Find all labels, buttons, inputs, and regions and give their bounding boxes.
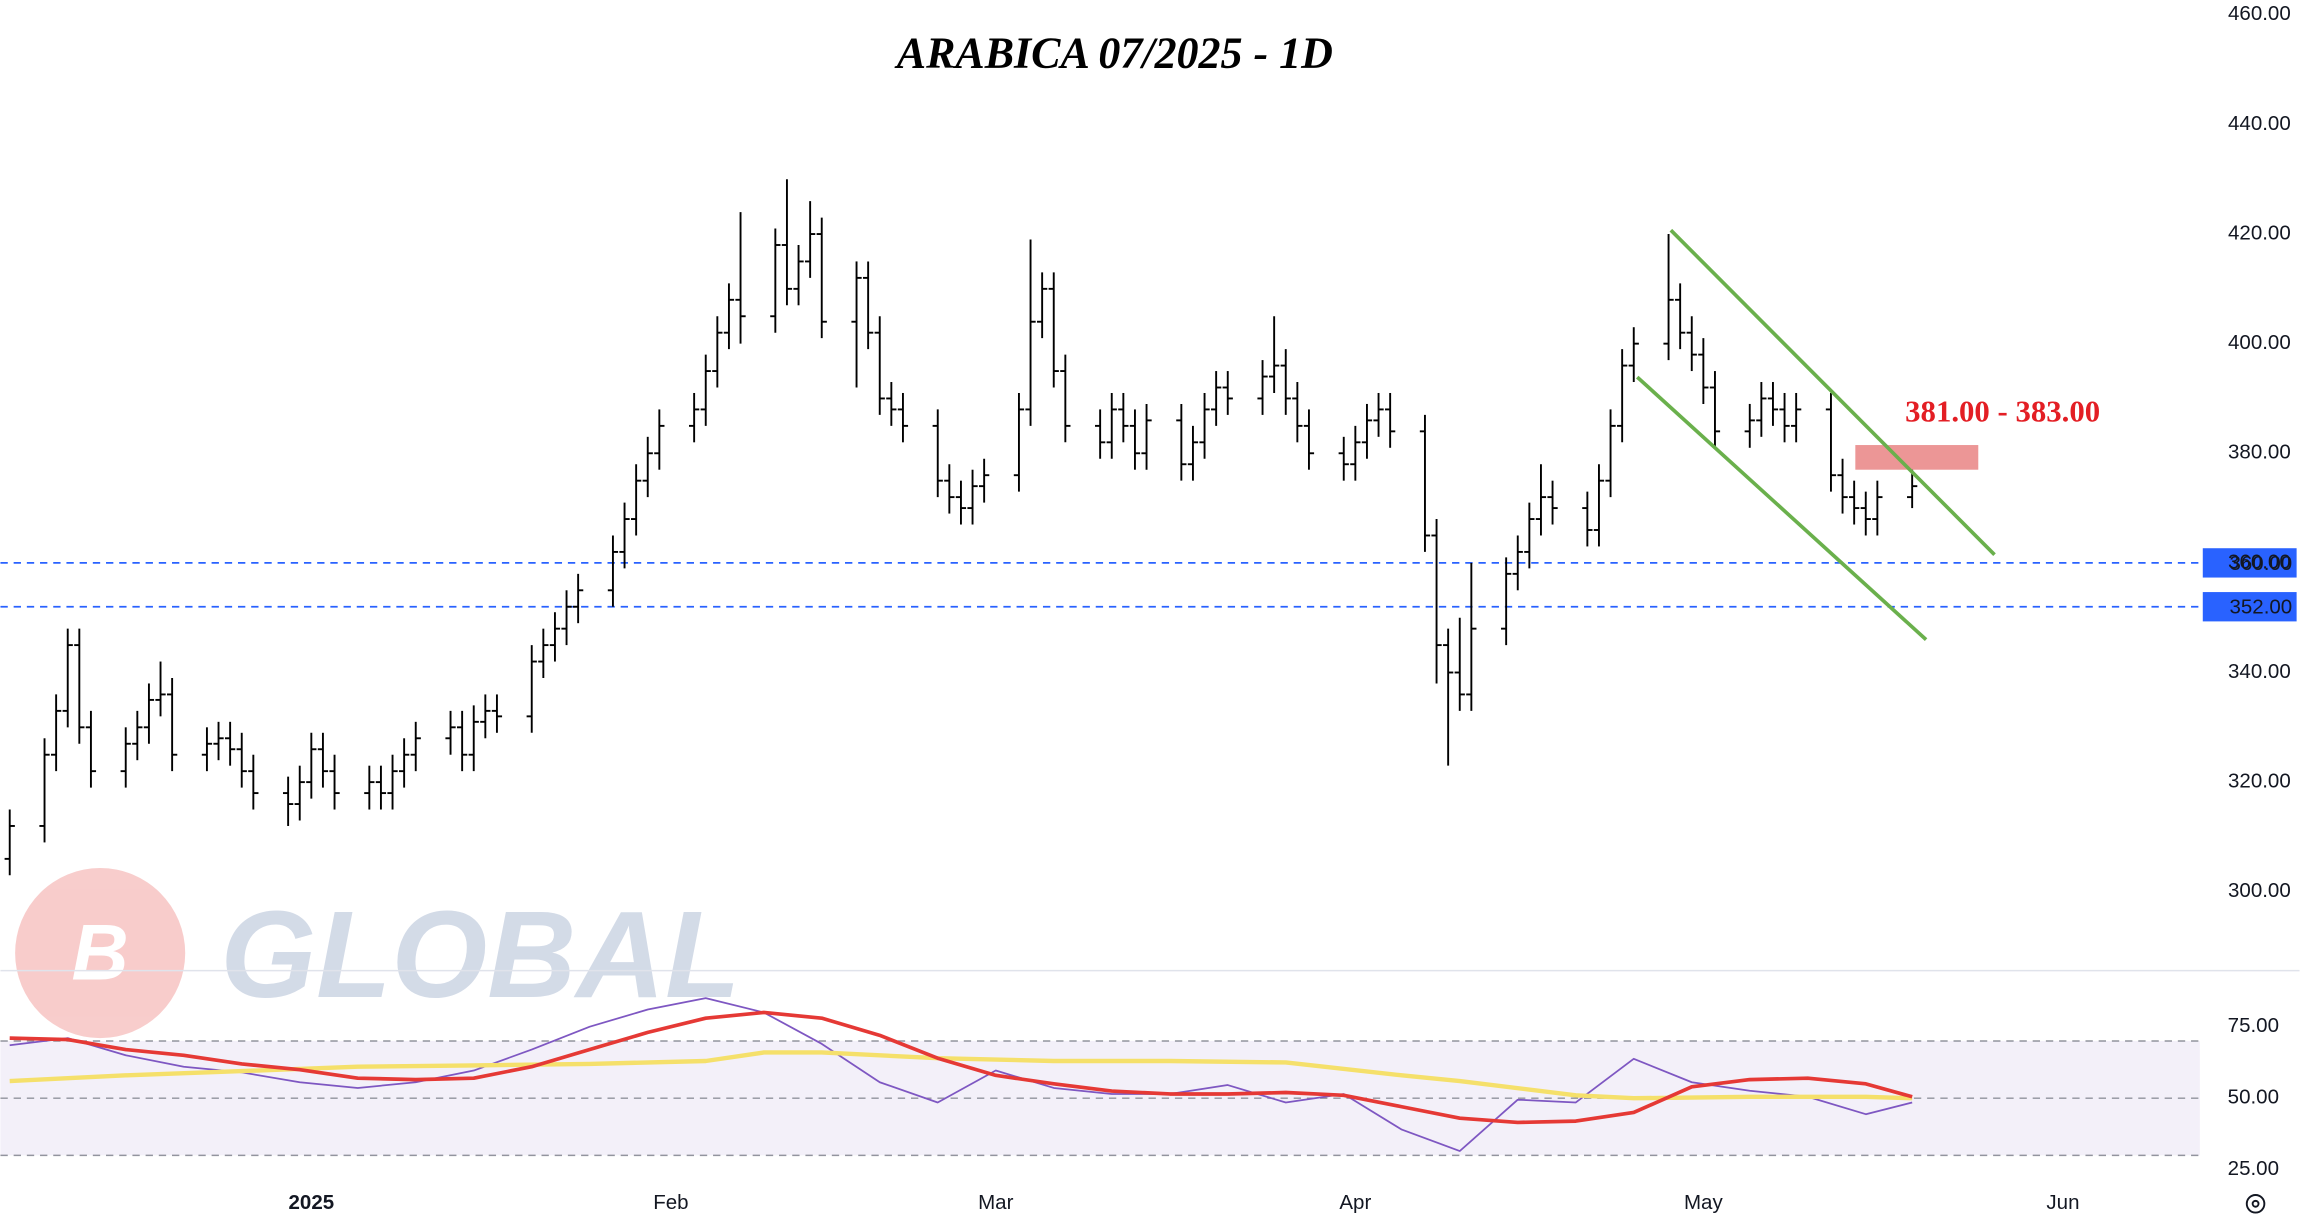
level-label: 360.00 (2229, 552, 2292, 575)
price-zone (1855, 445, 1979, 470)
logo-circle (15, 868, 186, 1039)
y-tick-label: 400.00 (2228, 331, 2291, 354)
watermark: GLOBAL (220, 887, 740, 1024)
trend-line (1636, 375, 1928, 641)
settings-ring[interactable] (2245, 1194, 2266, 1214)
x-tick-label: Jun (2046, 1191, 2079, 1214)
x-tick-label: Feb (653, 1191, 688, 1214)
x-tick-label: May (1684, 1191, 1723, 1214)
y-tick-label: 25.00 (2228, 1157, 2279, 1180)
trend-line (1669, 228, 1996, 556)
y-tick-label: 340.00 (2228, 660, 2291, 683)
y-tick-label: 460.00 (2228, 2, 2291, 25)
y-tick-label: 320.00 (2228, 770, 2291, 793)
zone-label: 381.00 - 383.00 (1905, 395, 2100, 429)
y-tick-label: 300.00 (2228, 879, 2291, 902)
settings-icon[interactable] (2245, 1194, 2266, 1214)
rsi-line (9, 1010, 1913, 1125)
x-tick-label: Apr (1339, 1191, 1371, 1214)
chart-title: ARABICA 07/2025 - 1D (894, 28, 1333, 77)
logo-mark: B (72, 907, 129, 996)
y-tick-label: 360.00 (2228, 550, 2291, 573)
y-tick-label: 380.00 (2228, 441, 2291, 464)
watermark-logo: B (15, 868, 186, 1039)
rsi-line (9, 997, 1913, 1152)
y-tick-label: 420.00 (2228, 221, 2291, 244)
settings-dot[interactable] (2251, 1199, 2260, 1208)
y-tick-label: 440.00 (2228, 112, 2291, 135)
y-tick-label: 50.00 (2228, 1086, 2279, 1109)
y-tick-label: 75.00 (2228, 1014, 2279, 1037)
level-label-box (2202, 592, 2297, 622)
x-tick-label: 2025 (289, 1191, 335, 1214)
level-label-box (2202, 548, 2297, 578)
x-tick-label: Mar (978, 1191, 1013, 1214)
level-label: 352.00 (2229, 596, 2292, 619)
